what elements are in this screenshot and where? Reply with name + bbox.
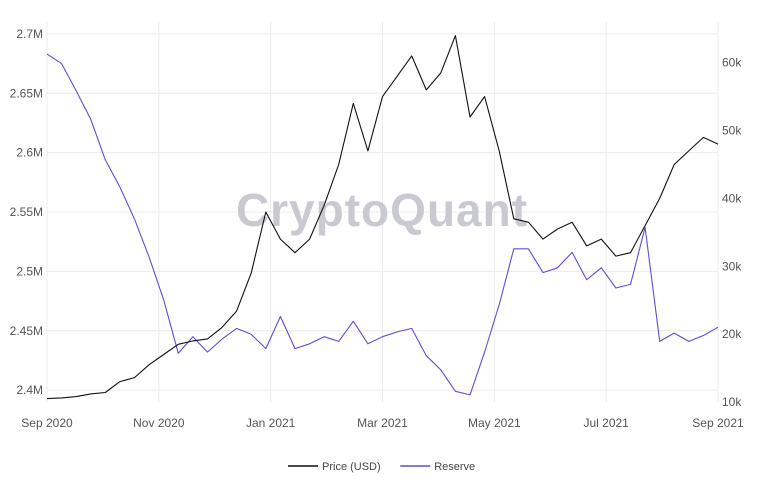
- series-line-price-usd: [46, 35, 719, 400]
- watermark-layer: CryptoQuant: [236, 184, 528, 236]
- x-tick-label: Mar 2021: [357, 416, 408, 430]
- series-layer: [46, 35, 719, 400]
- y-right-tick-label: 20k: [722, 327, 742, 341]
- x-axis-ticks: Sep 2020 Nov 2020 Jan 2021 Mar 2021 May 2021…: [21, 416, 744, 430]
- y-left-tick-label: 2.65M: [10, 86, 43, 100]
- y-left-tick-label: 2.5M: [16, 264, 43, 278]
- x-tick-label: Sep 2021: [692, 416, 744, 430]
- y-left-tick-label: 2.45M: [10, 324, 43, 338]
- x-tick-label: Sep 2020: [21, 416, 73, 430]
- y-right-tick-label: 30k: [722, 259, 742, 273]
- x-tick-label: May 2021: [468, 416, 521, 430]
- x-tick-label: Jan 2021: [246, 416, 296, 430]
- x-tick-label: Nov 2020: [133, 416, 185, 430]
- right-axis-ticks: 10k 20k 30k 40k 50k 60k: [722, 56, 742, 409]
- legend-label-price-usd: Price (USD): [322, 461, 381, 473]
- x-tick-label: Jul 2021: [583, 416, 629, 430]
- y-right-tick-label: 40k: [722, 191, 742, 205]
- series-line-reserve: [46, 53, 719, 396]
- y-left-tick-label: 2.6M: [16, 146, 43, 160]
- y-right-tick-label: 50k: [722, 124, 742, 138]
- y-right-tick-label: 10k: [722, 395, 742, 409]
- y-left-tick-label: 2.7M: [16, 27, 43, 41]
- watermark-text: CryptoQuant: [236, 184, 528, 236]
- y-left-tick-label: 2.55M: [10, 205, 43, 219]
- left-axis-ticks: 2.4M 2.45M 2.5M 2.55M 2.6M 2.65M 2.7M: [10, 27, 43, 397]
- gridlines: [46, 22, 719, 402]
- legend-label-reserve: Reserve: [434, 461, 475, 473]
- y-left-tick-label: 2.4M: [16, 383, 43, 397]
- y-right-tick-label: 60k: [722, 56, 742, 70]
- legend: Price (USD) Reserve: [288, 461, 475, 473]
